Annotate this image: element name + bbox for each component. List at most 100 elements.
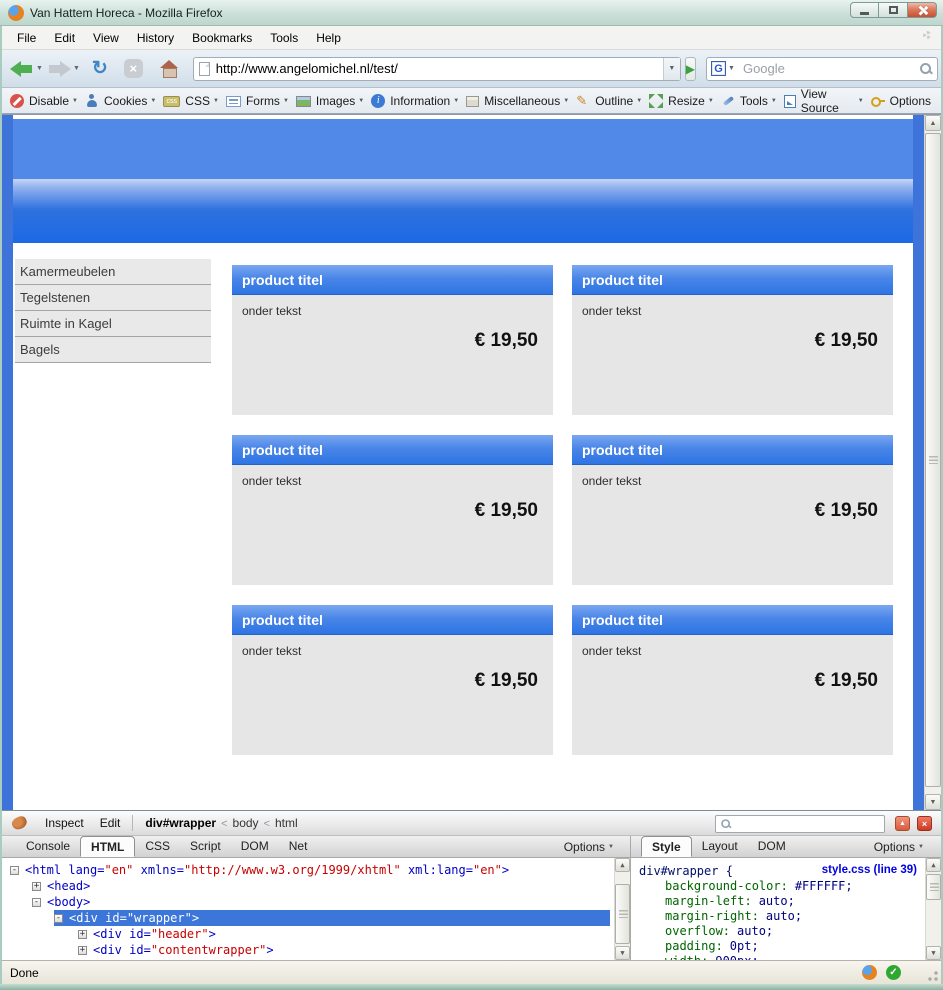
html-panel-scrollbar[interactable]: ▲ ▼ — [614, 858, 630, 960]
css-property-name[interactable]: overflow: — [665, 924, 731, 938]
webdev-information[interactable]: i Information ▼ — [371, 93, 459, 108]
url-input[interactable] — [215, 61, 663, 76]
forward-button[interactable] — [47, 54, 71, 84]
collapse-icon[interactable]: - — [10, 864, 19, 875]
product-card[interactable]: product titel onder tekst € 19,50 — [572, 435, 893, 585]
tree-node-div-header[interactable]: + <div id= "header" > — [78, 926, 610, 942]
reload-button[interactable]: ↻ — [84, 54, 116, 84]
css-property-value[interactable]: auto; — [737, 924, 774, 938]
css-property-name[interactable]: margin-right: — [665, 909, 759, 923]
css-property-value[interactable]: auto; — [765, 909, 803, 923]
webdev-forms[interactable]: Forms ▼ — [225, 94, 289, 108]
sidebar-item-kamermeubelen[interactable]: Kamermeubelen — [15, 259, 211, 285]
css-property-value[interactable]: #FFFFFF; — [794, 879, 853, 893]
firebug-detach-button[interactable]: ▲ — [895, 816, 910, 831]
main-scrollbar[interactable]: ▲ ▼ — [924, 115, 941, 810]
tab-layout[interactable]: Layout — [701, 839, 738, 853]
forward-dropdown[interactable]: ▼ — [72, 65, 80, 72]
expand-icon[interactable]: + — [78, 928, 87, 939]
menu-file[interactable]: File — [17, 30, 37, 45]
menu-history[interactable]: History — [136, 30, 175, 45]
css-source-link[interactable]: style.css (line 39) — [821, 864, 917, 876]
menu-bookmarks[interactable]: Bookmarks — [192, 30, 253, 45]
tab-css[interactable]: CSS — [145, 839, 171, 853]
webdev-css[interactable]: css CSS ▼ — [163, 94, 219, 108]
webdev-resize[interactable]: Resize ▼ — [649, 93, 714, 108]
url-history-dropdown[interactable]: ▼ — [662, 57, 680, 80]
sidebar-item-bagels[interactable]: Bagels — [15, 337, 211, 363]
home-button[interactable] — [151, 54, 187, 84]
tab-script[interactable]: Script — [190, 839, 221, 853]
webdev-outline[interactable]: ✎ Outline ▼ — [576, 93, 642, 108]
style-panel-scrollbar[interactable]: ▲ ▼ — [925, 858, 941, 960]
tab-side-dom[interactable]: DOM — [757, 839, 786, 853]
sidebar-item-tegelstenen[interactable]: Tegelstenen — [15, 285, 211, 311]
titlebar[interactable]: Van Hattem Horeca - Mozilla Firefox — [0, 0, 943, 26]
inspect-button[interactable]: Inspect — [45, 816, 84, 830]
breadcrumb-div-wrapper[interactable]: div#wrapper — [145, 816, 217, 830]
scrollbar-thumb[interactable] — [615, 884, 630, 944]
webdev-view-source[interactable]: View Source ▼ — [783, 87, 864, 115]
validation-check-icon[interactable]: ✓ — [886, 965, 901, 980]
edit-button[interactable]: Edit — [99, 816, 121, 830]
search-engine-dropdown[interactable]: ▼ — [728, 65, 735, 72]
breadcrumb-body[interactable]: body — [232, 816, 259, 830]
webdev-options[interactable]: Options — [870, 94, 934, 108]
panel-divider[interactable] — [630, 858, 631, 960]
css-property-name[interactable]: background-color: — [665, 879, 788, 893]
tree-node-div-wrapper-selected[interactable]: - <div id= "wrapper" > — [54, 910, 610, 926]
firefox-status-icon[interactable] — [862, 965, 877, 980]
webdev-images[interactable]: Images ▼ — [295, 94, 364, 108]
css-property-value[interactable]: auto; — [758, 894, 795, 908]
css-property-name[interactable]: padding: — [665, 939, 723, 953]
tab-net[interactable]: Net — [288, 839, 308, 853]
scroll-up-icon[interactable]: ▲ — [615, 858, 630, 872]
scrollbar-thumb[interactable] — [926, 874, 941, 900]
stop-button[interactable]: × — [116, 54, 151, 84]
scroll-down-icon[interactable]: ▼ — [925, 794, 941, 810]
go-button[interactable]: ▶ — [684, 56, 697, 81]
tab-html[interactable]: HTML — [80, 836, 136, 857]
back-button[interactable] — [10, 54, 34, 84]
scroll-down-icon[interactable]: ▼ — [615, 946, 630, 960]
firebug-options-button[interactable]: Options ▼ — [560, 837, 618, 857]
expand-icon[interactable]: + — [32, 880, 41, 891]
webdev-cookies[interactable]: Cookies ▼ — [85, 94, 156, 108]
webdev-miscellaneous[interactable]: Miscellaneous ▼ — [466, 94, 569, 108]
css-property-value[interactable]: 0pt; — [729, 939, 759, 953]
webdev-tools[interactable]: Tools ▼ — [721, 94, 777, 108]
search-icon[interactable] — [919, 62, 933, 76]
product-card[interactable]: product titel onder tekst € 19,50 — [572, 605, 893, 755]
tree-node-body[interactable]: - <body> — [32, 894, 610, 910]
collapse-icon[interactable]: - — [54, 912, 63, 923]
close-button[interactable] — [908, 2, 937, 18]
resize-grip[interactable] — [928, 971, 938, 981]
scrollbar-thumb[interactable] — [925, 133, 941, 787]
css-property-name[interactable]: margin-left: — [665, 894, 752, 908]
tab-style[interactable]: Style — [641, 836, 692, 857]
tab-console[interactable]: Console — [26, 839, 71, 853]
scroll-up-icon[interactable]: ▲ — [925, 115, 941, 131]
back-dropdown[interactable]: ▼ — [36, 65, 43, 72]
scroll-up-icon[interactable]: ▲ — [926, 858, 941, 872]
menu-tools[interactable]: Tools — [270, 30, 299, 45]
firebug-close-button[interactable]: × — [917, 816, 932, 831]
collapse-icon[interactable]: - — [32, 896, 41, 907]
product-card[interactable]: product titel onder tekst € 19,50 — [232, 435, 553, 585]
product-card[interactable]: product titel onder tekst € 19,50 — [232, 265, 553, 415]
tree-node-head[interactable]: + <head> — [32, 878, 610, 894]
sidebar-item-ruimte-in-kagel[interactable]: Ruimte in Kagel — [15, 311, 211, 337]
tab-dom[interactable]: DOM — [240, 839, 269, 853]
product-card[interactable]: product titel onder tekst € 19,50 — [572, 265, 893, 415]
menu-help[interactable]: Help — [316, 30, 341, 45]
maximize-button[interactable] — [879, 2, 908, 18]
tree-node-html[interactable]: - <html lang= "en" xmlns= "http://www.w3.or… — [10, 862, 610, 878]
menu-edit[interactable]: Edit — [54, 30, 76, 45]
menu-view[interactable]: View — [93, 30, 119, 45]
firebug-search-input[interactable] — [733, 818, 884, 830]
css-selector[interactable]: div#wrapper { — [639, 864, 733, 878]
minimize-button[interactable] — [850, 2, 879, 18]
product-card[interactable]: product titel onder tekst € 19,50 — [232, 605, 553, 755]
search-input[interactable] — [742, 61, 919, 76]
expand-icon[interactable]: + — [78, 944, 87, 955]
